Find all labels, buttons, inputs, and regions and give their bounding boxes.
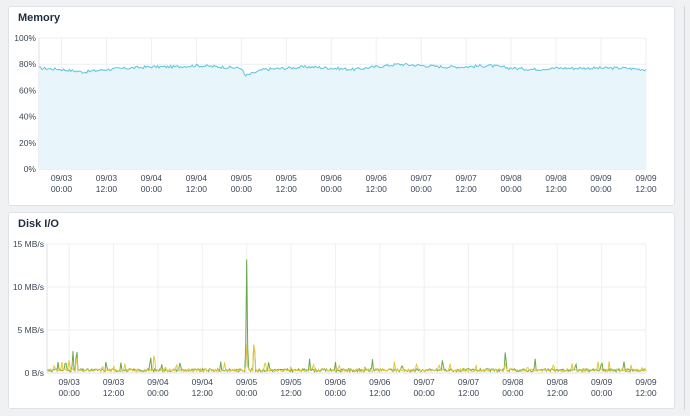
memory-x-tick-date: 09/07 xyxy=(456,173,478,183)
disk-io-x-tick-date: 09/07 xyxy=(458,377,480,387)
window-edge xyxy=(684,6,685,410)
disk-io-x-tick-time: 12:00 xyxy=(458,388,480,398)
disk-io-x-tick-date: 09/06 xyxy=(369,377,391,387)
disk-io-x-tick-time: 00:00 xyxy=(502,388,524,398)
disk-io-x-tick-time: 12:00 xyxy=(280,388,302,398)
disk-io-x-tick-date: 09/05 xyxy=(280,377,302,387)
disk-io-x-tick-date: 09/08 xyxy=(547,377,569,387)
disk-io-x-tick-date: 09/04 xyxy=(192,377,214,387)
memory-x-tick-date: 09/07 xyxy=(411,173,433,183)
disk-io-panel-title: Disk I/O xyxy=(18,218,59,230)
disk-io-x-tick-time: 12:00 xyxy=(103,388,125,398)
memory-x-tick-time: 12:00 xyxy=(276,184,298,194)
disk-io-x-tick-date: 09/05 xyxy=(236,377,258,387)
memory-x-tick-date: 09/03 xyxy=(51,173,73,183)
disk-io-x-tick-date: 09/08 xyxy=(502,377,524,387)
disk-io-x-tick-time: 12:00 xyxy=(635,388,657,398)
disk-io-y-tick-label: 15 MB/s xyxy=(13,239,44,249)
memory-y-tick-label: 60% xyxy=(19,85,36,95)
memory-x-tick-date: 09/05 xyxy=(231,173,253,183)
memory-x-tick-date: 09/09 xyxy=(590,173,612,183)
disk-io-x-tick-time: 00:00 xyxy=(59,388,81,398)
disk-io-y-tick-label: 0 B/s xyxy=(25,368,44,378)
disk-io-x-tick-date: 09/04 xyxy=(147,377,169,387)
disk-io-x-tick-date: 09/03 xyxy=(59,377,81,387)
memory-y-tick-label: 20% xyxy=(19,138,36,148)
memory-x-tick-time: 00:00 xyxy=(141,184,163,194)
disk-io-x-tick-time: 12:00 xyxy=(192,388,214,398)
memory-x-tick-time: 00:00 xyxy=(411,184,433,194)
disk-io-y-tick-label: 10 MB/s xyxy=(13,282,44,292)
disk-io-x-tick-time: 00:00 xyxy=(236,388,258,398)
disk-io-x-tick-date: 09/03 xyxy=(103,377,125,387)
memory-y-tick-label: 100% xyxy=(14,33,36,43)
memory-x-tick-time: 12:00 xyxy=(635,184,657,194)
disk-io-panel: Disk I/O 0 B/s 5 MB/s 10 MB/s 15 MB/s 09/03 0… xyxy=(8,212,675,409)
memory-x-tick-date: 09/09 xyxy=(635,173,657,183)
memory-x-tick-date: 09/06 xyxy=(321,173,343,183)
memory-x-tick-date: 09/05 xyxy=(276,173,298,183)
disk-io-series-write xyxy=(46,344,647,374)
disk-io-x-tick-time: 00:00 xyxy=(414,388,436,398)
disk-io-x-tick-date: 09/07 xyxy=(414,377,436,387)
memory-x-tick-time: 00:00 xyxy=(51,184,73,194)
disk-io-x-tick-time: 12:00 xyxy=(547,388,569,398)
memory-x-tick-date: 09/08 xyxy=(500,173,522,183)
disk-io-x-tick-time: 12:00 xyxy=(369,388,391,398)
disk-io-x-tick-time: 00:00 xyxy=(325,388,347,398)
memory-x-tick-date: 09/08 xyxy=(545,173,567,183)
memory-x-tick-date: 09/04 xyxy=(141,173,163,183)
memory-panel: Memory 0% 20% 40% 60% 80% 100% 09/03 00:00 09/03… xyxy=(8,6,675,206)
memory-x-tick-time: 12:00 xyxy=(545,184,567,194)
memory-y-tick-label: 80% xyxy=(19,59,36,69)
memory-x-tick-time: 12:00 xyxy=(366,184,388,194)
memory-series-line xyxy=(39,62,647,77)
memory-area-fill xyxy=(39,63,646,169)
memory-x-tick-time: 12:00 xyxy=(96,184,118,194)
disk-io-x-tick-date: 09/09 xyxy=(635,377,657,387)
memory-chart: 0%20%40%60%80%100%09/0300:0009/0312:0009… xyxy=(14,33,657,194)
memory-y-tick-label: 40% xyxy=(19,112,36,122)
memory-x-tick-time: 12:00 xyxy=(186,184,208,194)
memory-x-tick-time: 12:00 xyxy=(456,184,478,194)
disk-io-x-tick-date: 09/09 xyxy=(591,377,613,387)
memory-y-tick-label: 0% xyxy=(24,164,37,174)
disk-io-series-read xyxy=(46,259,647,374)
memory-panel-title: Memory xyxy=(18,12,61,24)
memory-x-tick-time: 00:00 xyxy=(231,184,253,194)
memory-x-tick-time: 00:00 xyxy=(500,184,522,194)
memory-x-tick-time: 00:00 xyxy=(321,184,343,194)
disk-io-x-tick-time: 00:00 xyxy=(591,388,613,398)
disk-io-y-tick-label: 5 MB/s xyxy=(18,325,44,335)
disk-io-x-tick-date: 09/06 xyxy=(325,377,347,387)
memory-x-tick-time: 00:00 xyxy=(590,184,612,194)
memory-x-tick-date: 09/03 xyxy=(96,173,118,183)
disk-io-chart: 0 B/s5 MB/s10 MB/s15 MB/s09/0300:0009/03… xyxy=(13,239,657,398)
disk-io-x-tick-time: 00:00 xyxy=(147,388,169,398)
memory-x-tick-date: 09/04 xyxy=(186,173,208,183)
memory-x-tick-date: 09/06 xyxy=(366,173,388,183)
